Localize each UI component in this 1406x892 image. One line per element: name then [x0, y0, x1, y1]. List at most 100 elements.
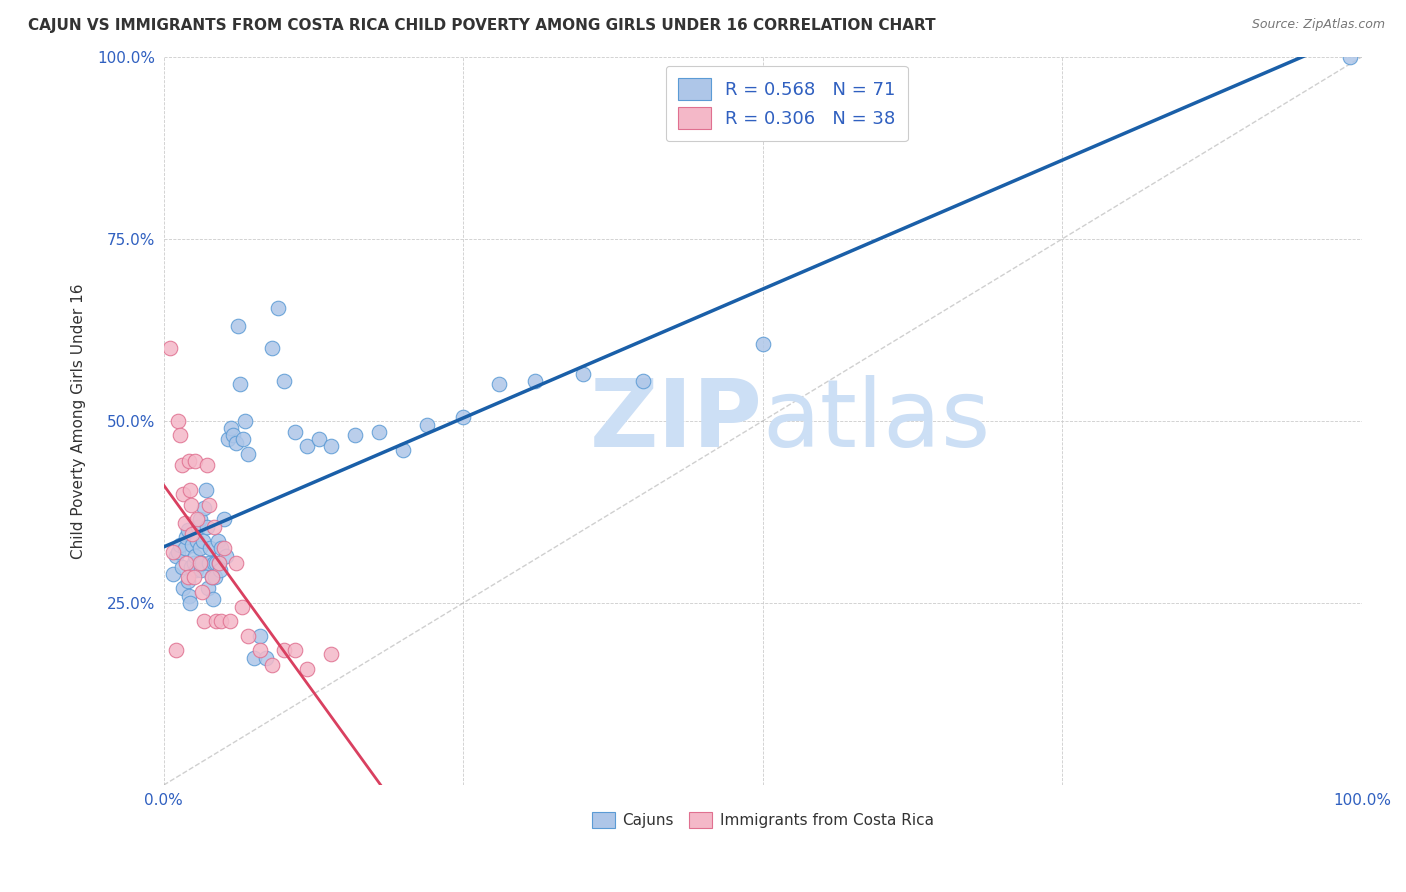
Point — [208, 556, 231, 570]
Point — [236, 447, 259, 461]
Point — [218, 614, 240, 628]
Point — [208, 563, 231, 577]
Point — [193, 534, 215, 549]
Point — [284, 425, 307, 439]
Point — [183, 570, 205, 584]
Point — [260, 341, 283, 355]
Point — [190, 563, 212, 577]
Point — [165, 643, 187, 657]
Point — [229, 377, 252, 392]
Legend: Cajuns, Immigrants from Costa Rica: Cajuns, Immigrants from Costa Rica — [585, 805, 942, 836]
Point — [205, 556, 228, 570]
Point — [1339, 50, 1361, 64]
Point — [236, 629, 259, 643]
Point — [297, 439, 319, 453]
Point — [200, 541, 222, 556]
Point — [232, 432, 254, 446]
Point — [197, 582, 219, 596]
Point — [249, 629, 271, 643]
Point — [198, 498, 221, 512]
Point — [194, 483, 217, 497]
Point — [195, 519, 218, 533]
Point — [217, 432, 239, 446]
Point — [212, 512, 235, 526]
Point — [201, 570, 224, 584]
Point — [204, 570, 226, 584]
Point — [172, 487, 194, 501]
Point — [572, 367, 595, 381]
Point — [297, 661, 319, 675]
Point — [162, 545, 184, 559]
Point — [167, 414, 190, 428]
Point — [174, 541, 197, 556]
Point — [631, 374, 654, 388]
Point — [162, 566, 184, 581]
Point — [188, 541, 211, 556]
Point — [284, 643, 307, 657]
Point — [193, 614, 215, 628]
Point — [191, 556, 214, 570]
Point — [195, 458, 218, 472]
Text: ZIP: ZIP — [591, 375, 763, 467]
Point — [207, 534, 229, 549]
Y-axis label: Child Poverty Among Girls Under 16: Child Poverty Among Girls Under 16 — [72, 283, 86, 558]
Point — [183, 556, 205, 570]
Point — [321, 439, 343, 453]
Point — [174, 516, 197, 530]
Point — [752, 337, 775, 351]
Point — [177, 589, 200, 603]
Point — [188, 512, 211, 526]
Point — [219, 421, 242, 435]
Point — [184, 549, 207, 563]
Point — [260, 657, 283, 672]
Point — [170, 559, 193, 574]
Text: Source: ZipAtlas.com: Source: ZipAtlas.com — [1251, 18, 1385, 31]
Point — [179, 483, 201, 497]
Point — [187, 519, 209, 533]
Point — [177, 454, 200, 468]
Point — [321, 647, 343, 661]
Point — [225, 556, 247, 570]
Point — [225, 435, 247, 450]
Point — [193, 501, 215, 516]
Point — [416, 417, 439, 432]
Point — [266, 301, 288, 315]
Point — [176, 531, 198, 545]
Point — [254, 650, 277, 665]
Point — [451, 410, 474, 425]
Point — [165, 549, 187, 563]
Point — [242, 650, 264, 665]
Point — [208, 556, 231, 570]
Point — [231, 599, 253, 614]
Point — [180, 498, 202, 512]
Point — [273, 643, 295, 657]
Point — [176, 556, 198, 570]
Point — [488, 377, 510, 392]
Point — [392, 443, 415, 458]
Text: atlas: atlas — [763, 375, 991, 467]
Point — [222, 428, 245, 442]
Point — [167, 545, 190, 559]
Point — [233, 414, 256, 428]
Point — [186, 512, 208, 526]
Point — [205, 614, 228, 628]
Point — [186, 534, 208, 549]
Point — [188, 556, 211, 570]
Point — [170, 458, 193, 472]
Point — [179, 596, 201, 610]
Point — [202, 556, 225, 570]
Point — [249, 643, 271, 657]
Point — [180, 559, 202, 574]
Point — [176, 570, 198, 584]
Point — [181, 538, 204, 552]
Point — [184, 454, 207, 468]
Point — [201, 570, 224, 584]
Point — [184, 563, 207, 577]
Point — [176, 523, 198, 537]
Point — [159, 341, 181, 355]
Point — [273, 374, 295, 388]
Point — [226, 319, 249, 334]
Point — [201, 592, 224, 607]
Point — [308, 432, 330, 446]
Point — [524, 374, 547, 388]
